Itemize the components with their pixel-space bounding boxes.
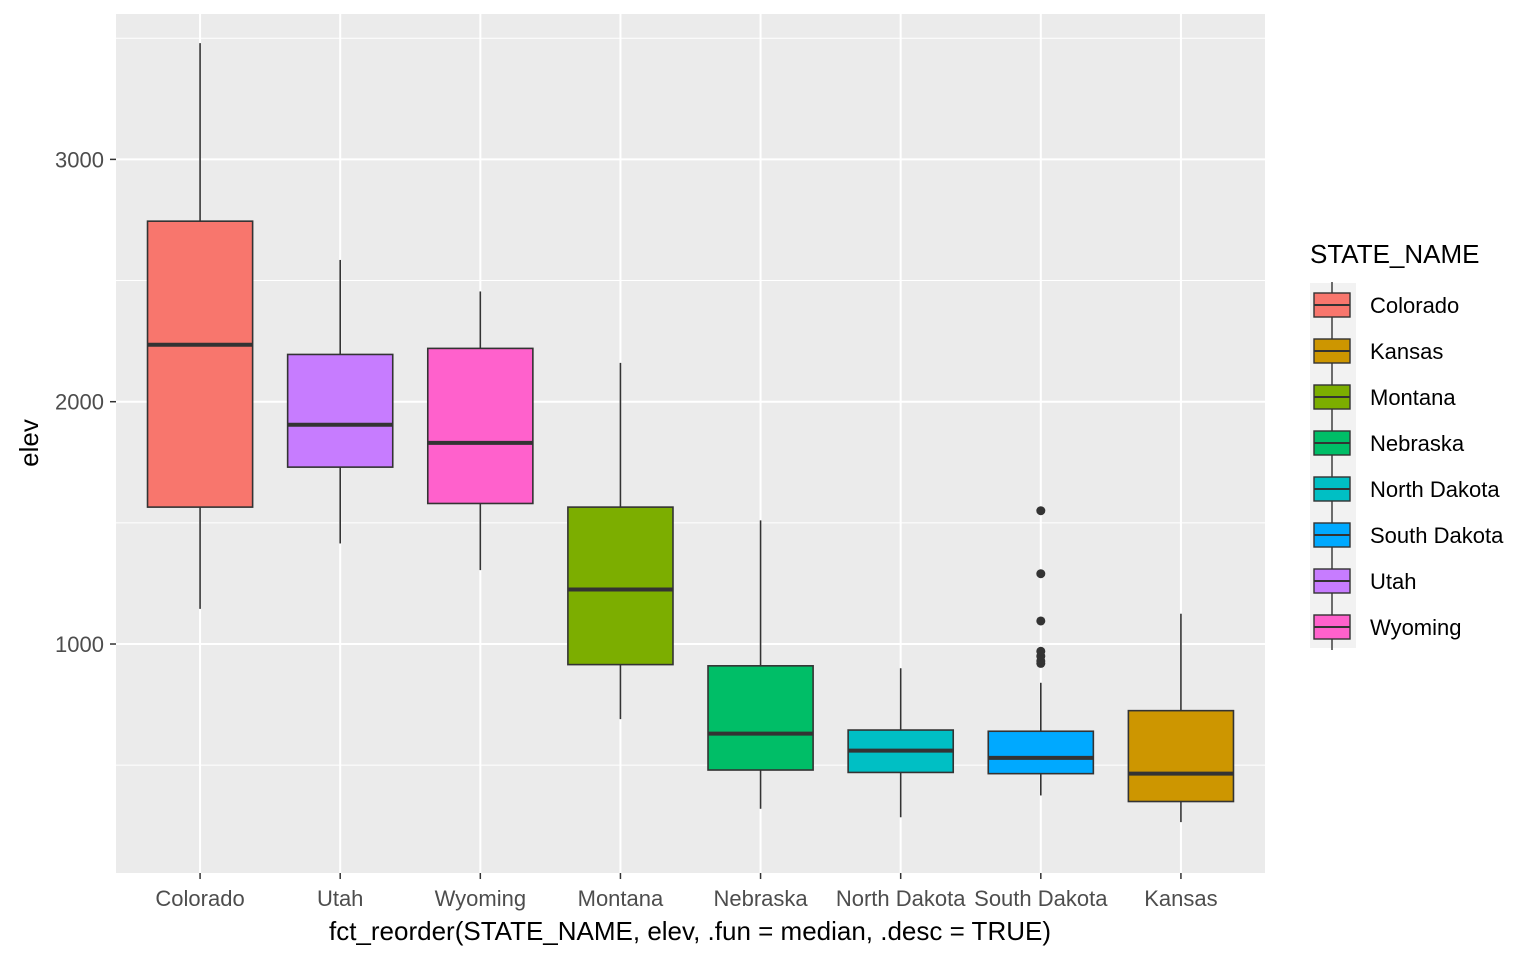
box-colorado xyxy=(146,43,254,609)
x-axis-ticks: Colorado Utah Wyoming Montana Nebraska North … xyxy=(155,873,1218,911)
legend-item-colorado: Colorado xyxy=(1313,282,1459,328)
box-iqr xyxy=(1127,709,1235,803)
legend-item-kansas: Kansas xyxy=(1313,328,1443,374)
legend-item-montana: Montana xyxy=(1313,374,1456,420)
outlier-point xyxy=(1036,506,1046,516)
legend-label: North Dakota xyxy=(1370,477,1500,502)
box-iqr xyxy=(146,220,254,508)
box-montana xyxy=(567,362,674,720)
y-tick-label: 3000 xyxy=(55,147,104,172)
box-north-dakota xyxy=(847,668,955,818)
box-kansas xyxy=(1127,613,1235,823)
legend-label: South Dakota xyxy=(1370,523,1504,548)
legend-label: Montana xyxy=(1370,385,1456,410)
legend-title: STATE_NAME xyxy=(1310,239,1480,269)
y-axis-ticks: 1000 2000 3000 xyxy=(55,147,116,657)
y-tick-label: 2000 xyxy=(55,390,104,415)
legend-label: Colorado xyxy=(1370,293,1459,318)
box-iqr xyxy=(987,730,1095,775)
box-nebraska xyxy=(707,520,814,809)
box-wyoming xyxy=(426,291,534,571)
legend-item-north-dakota: North Dakota xyxy=(1313,466,1500,512)
box-iqr xyxy=(707,665,814,771)
outlier-point xyxy=(1036,646,1046,656)
legend: STATE_NAME Colorado Kansas Montana Nebraska… xyxy=(1310,239,1504,650)
x-tick-label: Wyoming xyxy=(435,886,527,911)
x-tick-label: South Dakota xyxy=(974,886,1108,911)
box-iqr xyxy=(286,353,394,468)
x-tick-label: Nebraska xyxy=(713,886,808,911)
legend-item-wyoming: Wyoming xyxy=(1313,604,1462,650)
legend-label: Utah xyxy=(1370,569,1416,594)
legend-item-nebraska: Nebraska xyxy=(1313,420,1465,466)
box-iqr xyxy=(567,506,674,666)
x-tick-label: Utah xyxy=(317,886,363,911)
box-utah xyxy=(286,259,394,544)
x-axis-title: fct_reorder(STATE_NAME, elev, .fun = med… xyxy=(329,916,1051,946)
boxes xyxy=(146,43,1235,823)
legend-label: Wyoming xyxy=(1370,615,1462,640)
x-tick-label: Montana xyxy=(578,886,664,911)
outlier-point xyxy=(1036,616,1046,626)
legend-label: Nebraska xyxy=(1370,431,1465,456)
legend-item-utah: Utah xyxy=(1313,558,1416,604)
x-tick-label: Colorado xyxy=(155,886,244,911)
x-tick-label: North Dakota xyxy=(836,886,966,911)
y-tick-label: 1000 xyxy=(55,632,104,657)
outlier-point xyxy=(1036,569,1046,579)
y-axis-title: elev xyxy=(14,419,44,467)
x-tick-label: Kansas xyxy=(1144,886,1217,911)
legend-item-south-dakota: South Dakota xyxy=(1313,512,1504,558)
box-south-dakota xyxy=(987,506,1095,796)
legend-label: Kansas xyxy=(1370,339,1443,364)
box-iqr xyxy=(426,347,534,505)
